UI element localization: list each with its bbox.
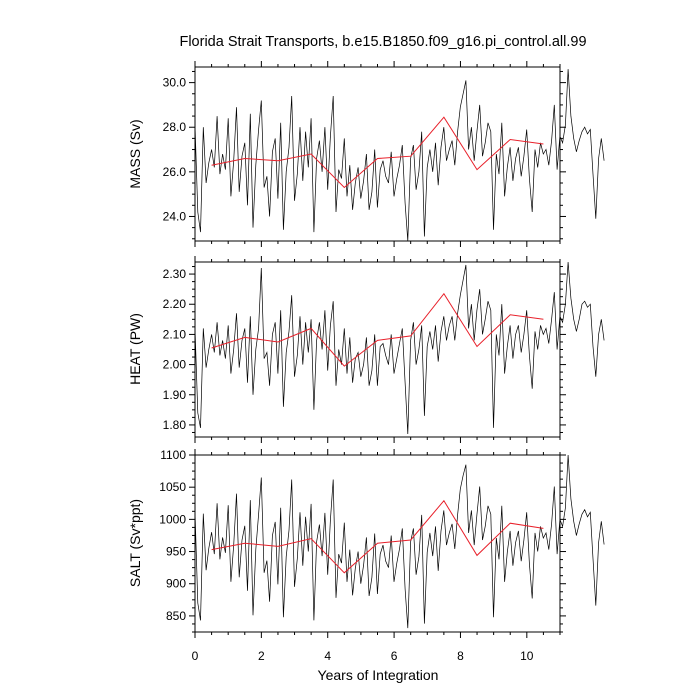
x-tick-label: 10 — [520, 649, 534, 663]
y-tick-label: 2.00 — [163, 358, 187, 372]
x-ticks-heat — [194, 256, 561, 443]
y-ticks-mass: 24.0 26.0 28.0 30.0 — [163, 70, 566, 240]
x-tick-labels: 0 2 4 6 8 10 — [192, 649, 534, 663]
y-tick-label: 1.90 — [163, 388, 187, 402]
y-tick-label: 26.0 — [163, 165, 187, 179]
annual-line-heat — [211, 292, 544, 367]
monthly-line-mass — [194, 69, 605, 242]
plot-frame-heat — [194, 261, 561, 438]
y-axis-label-mass: MASS (Sv) — [127, 119, 143, 188]
y-tick-label: 950 — [166, 545, 186, 559]
panel-salt: 850 900 950 1000 1050 1100 SALT (Sv*ppt) — [127, 448, 605, 638]
y-tick-label: 1050 — [159, 480, 186, 494]
x-tick-label: 4 — [324, 649, 331, 663]
x-tick-label: 8 — [457, 649, 464, 663]
chart-title: Florida Strait Transports, b.e15.B1850.f… — [179, 34, 586, 50]
x-ticks-salt — [194, 449, 561, 638]
y-axis-label-heat: HEAT (PW) — [127, 313, 143, 385]
monthly-line-salt — [194, 454, 605, 629]
y-ticks-heat: 1.80 1.90 2.00 2.10 2.20 2.30 — [163, 266, 566, 433]
annual-line-salt — [211, 499, 544, 574]
y-tick-label: 1100 — [160, 448, 186, 462]
y-tick-label: 900 — [166, 577, 186, 591]
x-tick-label: 0 — [192, 649, 199, 663]
y-tick-label: 30.0 — [163, 76, 187, 90]
y-tick-label: 1000 — [159, 512, 186, 526]
x-ticks-mass — [194, 61, 561, 247]
x-tick-label: 2 — [258, 649, 265, 663]
y-tick-label: 850 — [166, 609, 186, 623]
y-tick-label: 2.30 — [163, 267, 187, 281]
monthly-line-heat — [194, 261, 605, 435]
panel-heat: 1.80 1.90 2.00 2.10 2.20 2.30 HEAT (PW) — [127, 256, 605, 443]
annual-line-mass — [211, 116, 544, 189]
y-tick-label: 2.20 — [163, 297, 187, 311]
y-axis-label-salt: SALT (Sv*ppt) — [127, 499, 143, 587]
x-tick-label: 6 — [391, 649, 398, 663]
x-axis-label: Years of Integration — [318, 667, 439, 683]
y-tick-label: 24.0 — [163, 209, 187, 223]
y-tick-label: 1.80 — [163, 418, 187, 432]
y-tick-label: 2.10 — [163, 327, 187, 341]
plot-frame-mass — [194, 66, 561, 242]
y-tick-label: 28.0 — [163, 120, 187, 134]
y-ticks-salt: 850 900 950 1000 1050 1100 — [159, 448, 566, 633]
panel-mass: 24.0 26.0 28.0 30.0 MASS (Sv) — [127, 61, 605, 247]
